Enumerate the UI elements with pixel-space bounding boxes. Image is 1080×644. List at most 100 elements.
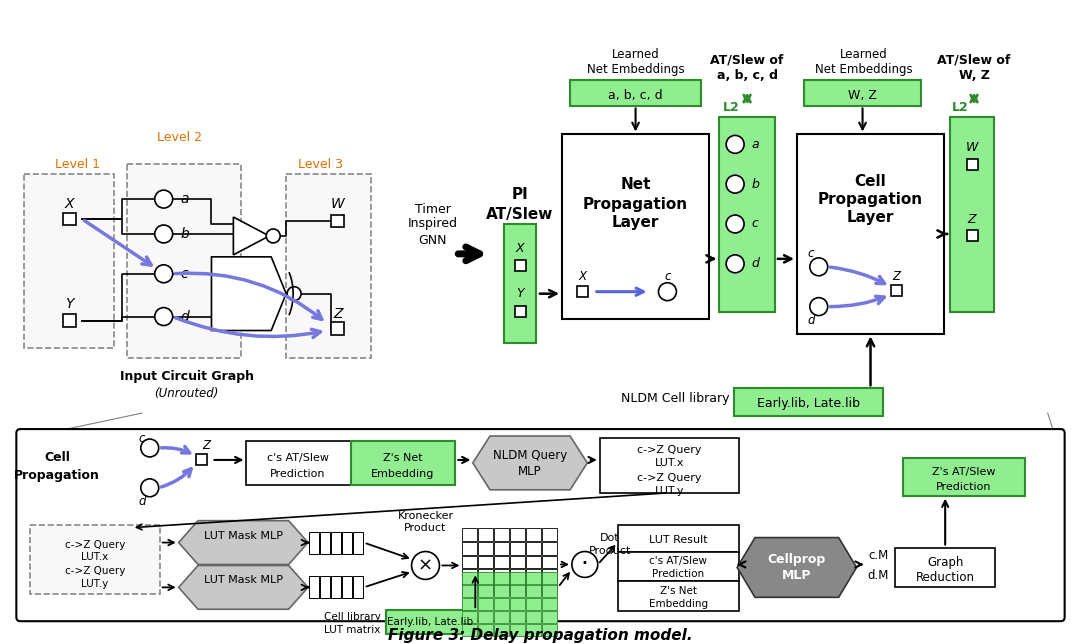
Bar xyxy=(462,583,477,596)
Text: Learned: Learned xyxy=(611,48,660,61)
Text: d: d xyxy=(138,495,146,508)
Bar xyxy=(514,260,526,271)
Text: Input Circuit Graph: Input Circuit Graph xyxy=(120,370,254,383)
Bar xyxy=(542,542,557,554)
Text: c.M: c.M xyxy=(868,549,889,562)
Bar xyxy=(542,583,557,596)
Text: W, Z: W, Z xyxy=(959,69,989,82)
Polygon shape xyxy=(178,565,308,609)
Circle shape xyxy=(659,283,676,301)
Bar xyxy=(514,306,526,317)
Bar xyxy=(618,582,739,611)
Text: b: b xyxy=(180,227,189,241)
Text: c: c xyxy=(138,431,145,444)
Circle shape xyxy=(726,175,744,193)
Text: Net: Net xyxy=(620,176,651,192)
Bar xyxy=(478,624,494,636)
Bar xyxy=(542,573,557,584)
Circle shape xyxy=(287,287,301,301)
Bar xyxy=(386,611,475,634)
Text: PI: PI xyxy=(512,187,528,202)
Bar xyxy=(562,135,710,319)
Text: Cell: Cell xyxy=(44,451,70,464)
Text: Cell: Cell xyxy=(854,174,887,189)
Bar xyxy=(542,569,557,582)
Text: Z: Z xyxy=(202,439,211,453)
Text: Graph: Graph xyxy=(927,556,963,569)
Text: W: W xyxy=(966,141,978,154)
Text: a, b, c, d: a, b, c, d xyxy=(716,69,778,82)
Text: LUT matrix: LUT matrix xyxy=(324,625,381,635)
Bar xyxy=(478,527,494,540)
Text: W: W xyxy=(332,197,345,211)
Bar xyxy=(495,598,509,611)
Bar xyxy=(342,531,352,553)
Text: a, b, c, d: a, b, c, d xyxy=(608,89,663,102)
Bar xyxy=(510,598,525,611)
Text: LUT.y: LUT.y xyxy=(654,486,684,496)
Bar xyxy=(526,556,541,569)
Text: c->Z Query: c->Z Query xyxy=(65,540,125,549)
Circle shape xyxy=(571,551,597,578)
Text: AT/Slew: AT/Slew xyxy=(486,207,554,222)
Text: Prediction: Prediction xyxy=(270,469,326,479)
Bar xyxy=(542,556,557,569)
Text: AT/Slew of: AT/Slew of xyxy=(937,53,1011,66)
Text: Level 3: Level 3 xyxy=(298,158,343,171)
Bar xyxy=(30,525,160,594)
Text: ·: · xyxy=(581,553,589,576)
Text: c: c xyxy=(180,267,188,281)
Text: a: a xyxy=(752,138,759,151)
Text: Product: Product xyxy=(589,545,631,556)
Bar xyxy=(462,624,477,636)
Bar xyxy=(510,624,525,636)
Text: d.M: d.M xyxy=(868,569,889,582)
Text: Kronecker: Kronecker xyxy=(397,511,454,521)
Text: Z's Net: Z's Net xyxy=(382,453,422,463)
Text: Net Embeddings: Net Embeddings xyxy=(814,63,913,76)
Bar xyxy=(510,527,525,540)
Circle shape xyxy=(726,135,744,153)
Text: c's AT/Slew: c's AT/Slew xyxy=(649,556,707,567)
Bar xyxy=(797,135,944,334)
Text: Embedding: Embedding xyxy=(649,600,708,609)
Circle shape xyxy=(140,439,159,457)
Bar xyxy=(719,117,775,312)
Polygon shape xyxy=(212,257,286,330)
Text: Level 2: Level 2 xyxy=(157,131,202,144)
Bar xyxy=(542,598,557,611)
Text: Prediction: Prediction xyxy=(936,482,991,492)
FancyBboxPatch shape xyxy=(16,429,1065,621)
Text: NLDM Query: NLDM Query xyxy=(492,450,567,462)
Text: GNN: GNN xyxy=(418,234,447,247)
Bar xyxy=(950,117,994,312)
Bar xyxy=(570,80,701,106)
Bar xyxy=(462,556,477,569)
Bar xyxy=(526,585,541,598)
Text: Y: Y xyxy=(516,287,524,300)
Text: X: X xyxy=(579,270,586,283)
Text: Timer: Timer xyxy=(415,203,450,216)
Bar xyxy=(542,527,557,540)
Bar xyxy=(495,527,509,540)
Text: (Unrouted): (Unrouted) xyxy=(154,387,219,400)
Polygon shape xyxy=(178,520,308,564)
Bar xyxy=(542,624,557,636)
Bar xyxy=(967,159,977,170)
Text: X: X xyxy=(65,197,73,211)
Bar xyxy=(504,224,536,343)
Bar xyxy=(510,542,525,554)
Bar xyxy=(495,624,509,636)
Text: MLP: MLP xyxy=(518,466,542,478)
Text: c: c xyxy=(664,270,671,283)
Text: a: a xyxy=(180,192,189,206)
Bar xyxy=(478,611,494,623)
Text: Layer: Layer xyxy=(612,216,659,231)
Bar xyxy=(495,573,509,584)
Bar xyxy=(309,531,319,553)
Text: LUT Mask MLP: LUT Mask MLP xyxy=(204,531,283,540)
Bar xyxy=(478,585,494,598)
Bar xyxy=(495,542,509,554)
Bar xyxy=(351,441,456,485)
Bar xyxy=(495,583,509,596)
